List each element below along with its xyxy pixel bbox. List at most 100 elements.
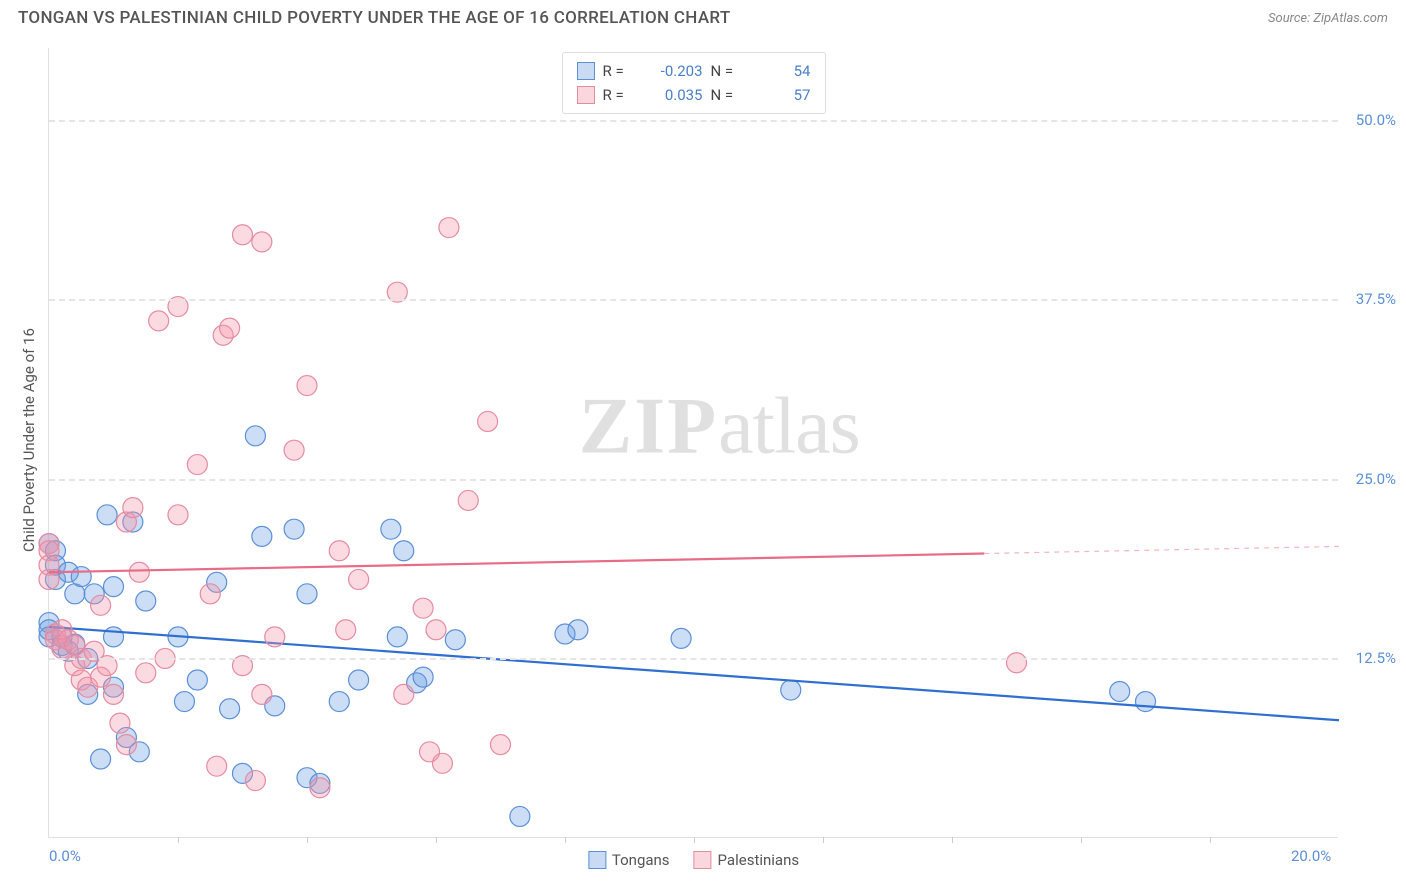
scatter-point [671,628,691,648]
scatter-point [245,771,265,791]
series-legend: Tongans Palestinians [588,851,799,869]
scatter-point [104,684,124,704]
scatter-point [233,225,253,245]
scatter-point [329,541,349,561]
n-value-tongans: 54 [751,59,811,83]
gridline [49,479,1338,481]
scatter-point [491,735,511,755]
x-tick [1081,837,1082,843]
r-value-tongans: -0.203 [643,59,703,83]
scatter-point [129,562,149,582]
y-axis-title: Child Poverty Under the Age of 16 [20,328,38,552]
scatter-point [394,541,414,561]
y-tick-label: 37.5% [1356,290,1396,308]
legend-item-tongans: Tongans [588,851,670,869]
r-label: R = [603,83,635,107]
n-value-palestinians: 57 [751,83,811,107]
scatter-point [1136,692,1156,712]
chart-source: Source: ZipAtlas.com [1268,11,1388,26]
scatter-point [329,692,349,712]
scatter-point [149,311,169,331]
chart-plot-area: R = -0.203 N = 54 R = 0.035 N = 57 ZIPat… [48,48,1338,838]
y-tick-label: 12.5% [1356,649,1396,667]
legend-item-palestinians: Palestinians [694,851,800,869]
n-label: N = [711,83,743,107]
chart-header: TONGAN VS PALESTINIAN CHILD POVERTY UNDE… [0,0,1406,34]
n-label: N = [711,59,743,83]
scatter-point [1007,653,1027,673]
y-tick-label: 50.0% [1356,111,1396,129]
correlation-legend: R = -0.203 N = 54 R = 0.035 N = 57 [562,52,826,114]
scatter-point [91,595,111,615]
scatter-point [284,440,304,460]
scatter-point [220,699,240,719]
scatter-point [136,591,156,611]
x-tick [952,837,953,843]
scatter-point [432,753,452,773]
scatter-point [123,498,143,518]
scatter-point [297,376,317,396]
swatch-pink-icon [577,86,595,104]
legend-label-tongans: Tongans [612,851,670,869]
scatter-point [220,318,240,338]
legend-row-palestinians: R = 0.035 N = 57 [577,83,811,107]
scatter-point [174,692,194,712]
scatter-point [510,806,530,826]
scatter-point [110,713,130,733]
scatter-point [252,232,272,252]
gridline [49,120,1338,122]
scatter-point [265,627,285,647]
scatter-point [104,627,124,647]
gridline [49,299,1338,301]
x-tick-label: 0.0% [49,847,81,865]
y-tick-label: 25.0% [1356,470,1396,488]
swatch-pink-icon [694,851,712,869]
scatter-point [207,756,227,776]
scatter-point [297,584,317,604]
legend-label-palestinians: Palestinians [718,851,800,869]
scatter-point [91,749,111,769]
scatter-point [252,684,272,704]
scatter-svg [49,48,1338,837]
scatter-point [336,620,356,640]
swatch-blue-icon [577,62,595,80]
x-tick [178,837,179,843]
x-tick [823,837,824,843]
scatter-point [381,519,401,539]
r-label: R = [603,59,635,83]
scatter-point [413,667,433,687]
scatter-point [478,411,498,431]
scatter-point [394,684,414,704]
x-tick [694,837,695,843]
scatter-point [568,620,588,640]
scatter-point [445,630,465,650]
legend-row-tongans: R = -0.203 N = 54 [577,59,811,83]
scatter-point [1110,681,1130,701]
scatter-point [439,218,459,238]
trend-line-extrapolated [984,546,1339,553]
x-tick-label: 20.0% [1291,847,1331,865]
scatter-point [136,663,156,683]
scatter-point [187,455,207,475]
chart-title: TONGAN VS PALESTINIAN CHILD POVERTY UNDE… [18,8,730,28]
scatter-point [349,569,369,589]
scatter-point [284,519,304,539]
swatch-blue-icon [588,851,606,869]
scatter-point [168,505,188,525]
scatter-point [97,505,117,525]
scatter-point [104,577,124,597]
scatter-point [310,778,330,798]
x-tick [436,837,437,843]
r-value-palestinians: 0.035 [643,83,703,107]
scatter-point [245,426,265,446]
scatter-point [71,567,91,587]
x-tick [565,837,566,843]
scatter-point [116,735,136,755]
scatter-point [349,670,369,690]
x-tick [307,837,308,843]
scatter-point [426,620,446,640]
scatter-point [200,584,220,604]
x-tick [1210,837,1211,843]
scatter-point [187,670,207,690]
scatter-point [387,627,407,647]
